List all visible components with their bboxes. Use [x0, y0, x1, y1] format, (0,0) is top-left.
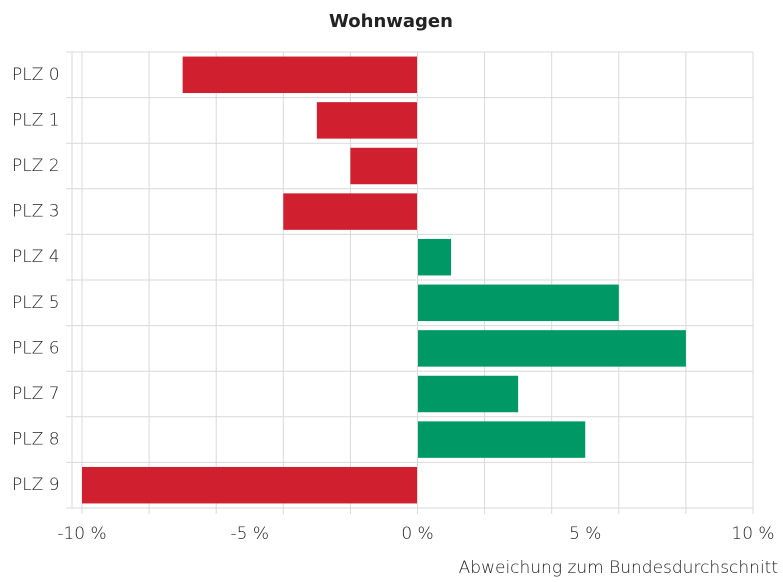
x-tick-label: 10 % — [731, 524, 774, 544]
bar — [182, 56, 418, 94]
x-tick-label: 5 % — [569, 524, 601, 544]
x-tick-label: 0 % — [401, 524, 433, 544]
bar — [417, 421, 586, 458]
y-tick-label: PLZ 6 — [12, 338, 60, 358]
y-tick-label: PLZ 3 — [12, 202, 60, 222]
y-tick-label: PLZ 7 — [12, 384, 60, 404]
x-tick-label: -5 % — [230, 524, 269, 544]
y-tick-label: PLZ 2 — [12, 156, 60, 176]
y-tick-label: PLZ 8 — [12, 430, 60, 450]
bar — [350, 147, 418, 185]
x-axis-label: Abweichung zum Bundesdurchschnitt — [459, 558, 778, 578]
bar — [417, 238, 452, 276]
chart-title: Wohnwagen — [329, 11, 453, 32]
bar — [82, 466, 418, 504]
bar — [417, 330, 686, 367]
bar — [283, 193, 418, 230]
y-tick-label: PLZ 1 — [12, 110, 60, 130]
bar — [316, 102, 418, 139]
bar — [417, 375, 519, 413]
bar — [417, 284, 619, 322]
y-tick-label: PLZ 0 — [12, 65, 60, 85]
x-tick-label: -10 % — [57, 524, 106, 544]
y-tick-label: PLZ 9 — [12, 475, 60, 495]
y-tick-label: PLZ 4 — [12, 247, 60, 267]
y-tick-label: PLZ 5 — [12, 293, 60, 313]
